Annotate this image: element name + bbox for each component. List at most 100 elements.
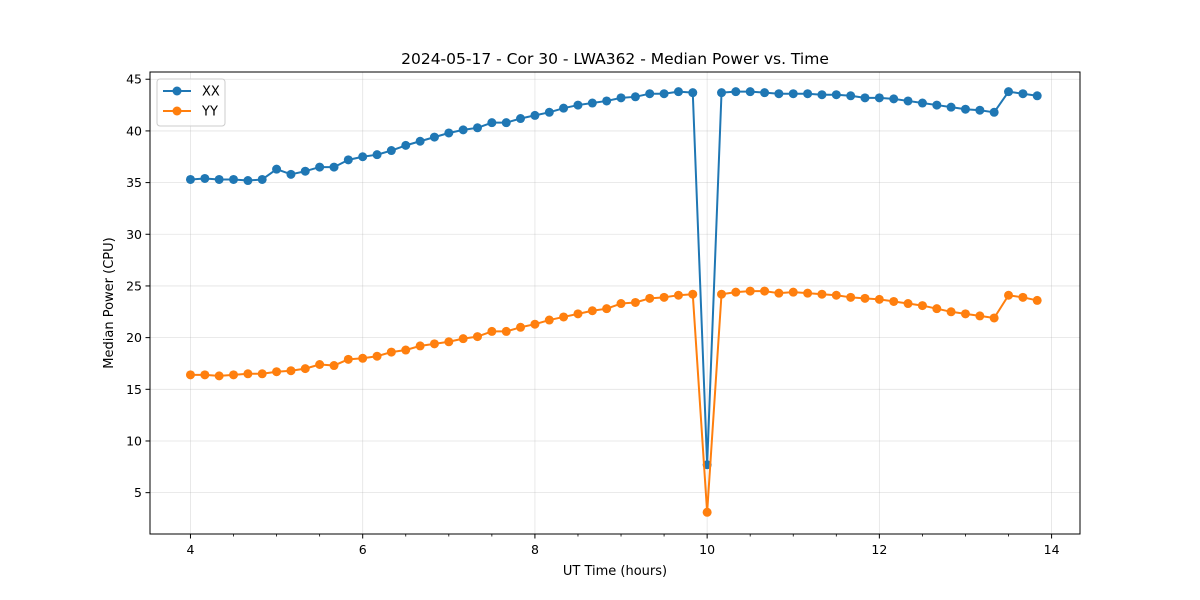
data-point-yy xyxy=(630,297,640,307)
y-tick-label: 25 xyxy=(126,278,142,293)
data-point-yy xyxy=(946,307,956,317)
x-tick-label: 6 xyxy=(359,542,367,557)
data-point-yy xyxy=(300,364,310,374)
y-tick-label: 30 xyxy=(126,227,142,242)
data-point-xx xyxy=(587,98,597,108)
legend-marker-yy xyxy=(172,106,182,116)
data-point-yy xyxy=(185,370,195,380)
data-point-yy xyxy=(243,369,253,379)
y-tick-label: 15 xyxy=(126,382,142,397)
data-point-xx xyxy=(645,89,655,99)
data-point-xx xyxy=(343,155,353,165)
data-point-xx xyxy=(975,105,985,115)
data-point-yy xyxy=(372,351,382,361)
data-point-yy xyxy=(702,507,712,517)
data-point-yy xyxy=(932,304,942,314)
data-point-yy xyxy=(874,294,884,304)
data-point-xx xyxy=(831,90,841,100)
data-point-yy xyxy=(717,289,727,299)
data-point-yy xyxy=(602,304,612,314)
data-point-yy xyxy=(960,309,970,319)
data-point-xx xyxy=(960,104,970,114)
data-point-xx xyxy=(516,114,526,124)
data-point-xx xyxy=(616,93,626,103)
data-point-yy xyxy=(343,354,353,364)
data-point-yy xyxy=(645,293,655,303)
data-point-xx xyxy=(573,100,583,110)
legend-marker-xx xyxy=(172,86,182,96)
data-point-yy xyxy=(487,326,497,336)
x-tick-label: 8 xyxy=(531,542,539,557)
y-tick-label: 10 xyxy=(126,433,142,448)
data-point-xx xyxy=(745,87,755,97)
data-point-xx xyxy=(889,94,899,104)
data-point-xx xyxy=(214,174,224,184)
data-point-xx xyxy=(860,93,870,103)
data-point-yy xyxy=(386,347,396,357)
data-point-yy xyxy=(673,290,683,300)
data-point-xx xyxy=(946,102,956,112)
data-point-yy xyxy=(788,287,798,297)
data-point-yy xyxy=(846,292,856,302)
data-point-xx xyxy=(501,118,511,128)
data-point-yy xyxy=(472,332,482,342)
data-point-yy xyxy=(401,345,411,355)
data-point-yy xyxy=(286,366,296,376)
data-point-xx xyxy=(243,176,253,186)
data-point-xx xyxy=(229,174,239,184)
data-point-yy xyxy=(1018,292,1028,302)
y-tick-label: 45 xyxy=(126,72,142,87)
data-point-yy xyxy=(544,315,554,325)
data-point-yy xyxy=(429,339,439,349)
x-tick-label: 14 xyxy=(1044,542,1060,557)
series-yy xyxy=(185,286,1042,517)
data-point-xx xyxy=(286,169,296,179)
data-point-xx xyxy=(903,96,913,106)
data-point-yy xyxy=(803,288,813,298)
data-point-yy xyxy=(573,309,583,319)
data-point-yy xyxy=(817,289,827,299)
data-point-xx xyxy=(559,103,569,113)
data-point-xx xyxy=(874,93,884,103)
data-point-xx xyxy=(788,89,798,99)
data-point-yy xyxy=(917,301,927,311)
data-point-xx xyxy=(659,89,669,99)
data-point-xx xyxy=(444,128,454,138)
data-point-xx xyxy=(803,89,813,99)
data-point-yy xyxy=(903,299,913,309)
data-point-xx xyxy=(1018,89,1028,99)
data-point-xx xyxy=(917,98,927,108)
grid xyxy=(150,72,1080,534)
data-point-yy xyxy=(444,337,454,347)
data-point-xx xyxy=(401,140,411,150)
data-point-xx xyxy=(415,136,425,146)
data-point-xx xyxy=(315,162,325,172)
y-tick-label: 20 xyxy=(126,330,142,345)
data-point-yy xyxy=(214,371,224,381)
data-point-xx xyxy=(989,107,999,117)
legend-label-yy: YY xyxy=(201,105,218,120)
data-point-xx xyxy=(846,91,856,101)
legend: XX YY xyxy=(156,78,226,127)
data-point-yy xyxy=(774,288,784,298)
data-point-yy xyxy=(315,360,325,369)
data-point-yy xyxy=(272,367,282,377)
series-layer xyxy=(185,87,1042,517)
data-point-yy xyxy=(975,311,985,321)
data-point-xx xyxy=(372,150,382,160)
data-point-yy xyxy=(530,319,540,329)
data-point-yy xyxy=(616,299,626,309)
data-point-yy xyxy=(229,370,239,380)
data-point-xx xyxy=(329,162,339,172)
data-point-yy xyxy=(516,322,526,332)
data-point-yy xyxy=(760,286,770,296)
y-tick-label: 35 xyxy=(126,175,142,190)
data-point-xx xyxy=(1004,87,1014,97)
data-point-yy xyxy=(731,287,741,297)
data-point-yy xyxy=(659,292,669,302)
data-point-yy xyxy=(200,370,210,380)
data-point-yy xyxy=(329,361,339,371)
data-point-xx xyxy=(185,174,195,184)
data-point-xx xyxy=(257,174,267,184)
